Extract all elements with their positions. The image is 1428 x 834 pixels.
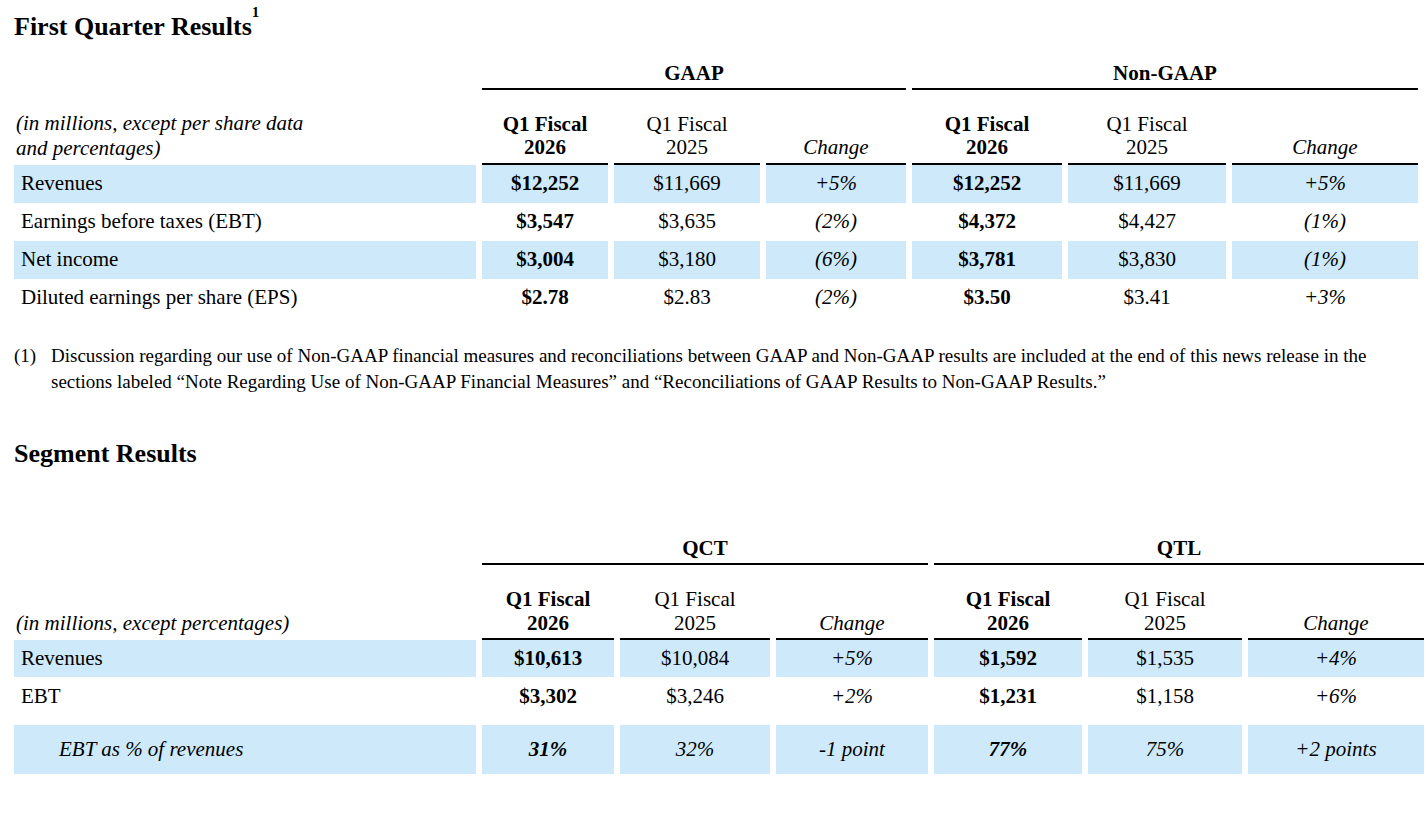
value-cell: -1 point [776, 725, 928, 774]
value-cell: 31% [482, 725, 614, 774]
value-cell: +2% [776, 677, 928, 715]
column-header-gaap-change: Change [766, 90, 906, 165]
column-header-qtl-q1-fiscal-2026: Q1 Fiscal 2026 [934, 565, 1082, 640]
value-cell: $1,231 [934, 677, 1082, 715]
row-label: Net income [14, 241, 476, 279]
group-header-qct: QCT [482, 531, 928, 565]
value-cell: +2 points [1248, 725, 1424, 774]
value-cell: $3,246 [620, 677, 770, 715]
value-cell: $3,547 [482, 203, 608, 241]
footnote-marker: (1) [14, 343, 51, 395]
group-header-gaap: GAAP [482, 56, 906, 90]
segment-results-table: QCT QTL (in millions, except percentages… [14, 531, 1428, 774]
column-header-qct-q1-fiscal-2026: Q1 Fiscal 2026 [482, 565, 614, 640]
value-cell: $1,158 [1088, 677, 1242, 715]
column-header-gaap-q1-fiscal-2026: Q1 Fiscal 2026 [482, 90, 608, 165]
column-header-qct-change: Change [776, 565, 928, 640]
row-label: Revenues [14, 165, 476, 203]
column-header-qtl-change: Change [1248, 565, 1424, 640]
value-cell: $3.50 [912, 279, 1062, 317]
column-header-qtl-q1-fiscal-2025: Q1 Fiscal 2025 [1088, 565, 1242, 640]
header-spacer [14, 531, 476, 565]
table-caption-line2: and percentages) [16, 136, 303, 161]
row-label: Earnings before taxes (EBT) [14, 203, 476, 241]
row-label: Diluted earnings per share (EPS) [14, 279, 476, 317]
value-cell: +6% [1248, 677, 1424, 715]
value-cell: (1%) [1232, 241, 1418, 279]
value-cell: (2%) [766, 203, 906, 241]
value-cell: +5% [1232, 165, 1418, 203]
value-cell: $3,302 [482, 677, 614, 715]
value-cell: $1,535 [1088, 640, 1242, 677]
value-cell: +3% [1232, 279, 1418, 317]
value-cell: $3,004 [482, 241, 608, 279]
value-cell: $10,084 [620, 640, 770, 677]
value-cell: (1%) [1232, 203, 1418, 241]
table-caption: (in millions, except percentages) [14, 565, 476, 640]
value-cell: $12,252 [912, 165, 1062, 203]
value-cell: +4% [1248, 640, 1424, 677]
row-label: EBT [14, 677, 476, 715]
document-page: First Quarter Results1 GAAP Non-GAAP (in… [0, 0, 1428, 774]
value-cell: 75% [1088, 725, 1242, 774]
first-quarter-results-table: GAAP Non-GAAP (in millions, except per s… [14, 56, 1428, 317]
value-cell: $2.78 [482, 279, 608, 317]
value-cell: $3,180 [614, 241, 760, 279]
value-cell: $4,427 [1068, 203, 1226, 241]
value-cell: (2%) [766, 279, 906, 317]
value-cell: +5% [776, 640, 928, 677]
footnote-reference-marker: 1 [252, 4, 260, 20]
column-header-non-gaap-q1-fiscal-2026: Q1 Fiscal 2026 [912, 90, 1062, 165]
row-spacer [14, 715, 1424, 725]
header-spacer [14, 56, 476, 90]
page-title-text: First Quarter Results [14, 12, 252, 41]
column-header-non-gaap-q1-fiscal-2025: Q1 Fiscal 2025 [1068, 90, 1226, 165]
footnote-1: (1) Discussion regarding our use of Non-… [14, 343, 1428, 395]
value-cell: +5% [766, 165, 906, 203]
footnote-text: Discussion regarding our use of Non-GAAP… [51, 343, 1406, 395]
value-cell: $4,372 [912, 203, 1062, 241]
value-cell: $3,781 [912, 241, 1062, 279]
value-cell: $11,669 [614, 165, 760, 203]
value-cell: $12,252 [482, 165, 608, 203]
value-cell: $3,830 [1068, 241, 1226, 279]
row-label: Revenues [14, 640, 476, 677]
table-caption: (in millions, except per share data and … [14, 90, 476, 165]
group-header-qtl: QTL [934, 531, 1424, 565]
value-cell: $10,613 [482, 640, 614, 677]
group-header-non-gaap: Non-GAAP [912, 56, 1418, 90]
column-header-non-gaap-change: Change [1232, 90, 1418, 165]
row-label: EBT as % of revenues [14, 725, 476, 774]
value-cell: 32% [620, 725, 770, 774]
segment-results-title: Segment Results [14, 439, 1428, 469]
value-cell: $3,635 [614, 203, 760, 241]
column-header-qct-q1-fiscal-2025: Q1 Fiscal 2025 [620, 565, 770, 640]
value-cell: $2.83 [614, 279, 760, 317]
value-cell: $11,669 [1068, 165, 1226, 203]
table-caption-line1: (in millions, except percentages) [16, 611, 289, 636]
page-title: First Quarter Results1 [14, 12, 1428, 42]
table-caption-line1: (in millions, except per share data [16, 111, 303, 136]
value-cell: 77% [934, 725, 1082, 774]
value-cell: $3.41 [1068, 279, 1226, 317]
value-cell: $1,592 [934, 640, 1082, 677]
column-header-gaap-q1-fiscal-2025: Q1 Fiscal 2025 [614, 90, 760, 165]
value-cell: (6%) [766, 241, 906, 279]
